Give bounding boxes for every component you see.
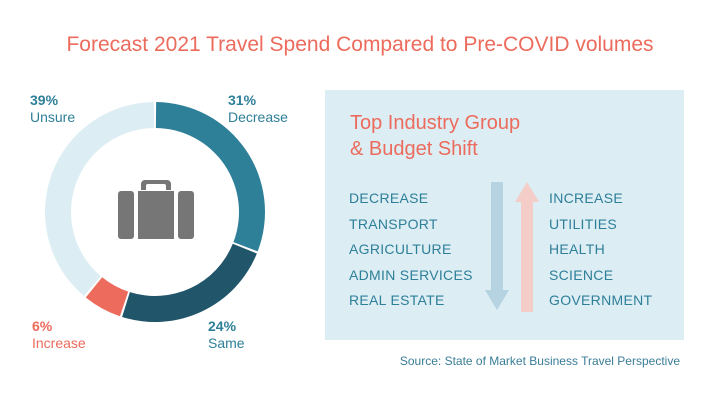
page-title: Forecast 2021 Travel Spend Compared to P… xyxy=(66,33,654,56)
source-note: Source: State of Market Business Travel … xyxy=(399,354,680,368)
increase-item: HEALTH xyxy=(549,241,605,257)
decrease-item: ADMIN SERVICES xyxy=(349,266,473,283)
label-same: 24% Same xyxy=(208,318,245,352)
decrease-item: DECREASE xyxy=(349,190,429,206)
increase-item: SCIENCE xyxy=(549,266,614,283)
label-increase: 6% Increase xyxy=(32,318,86,352)
label-decrease-name: Decrease xyxy=(228,109,288,125)
industry-panel: Top Industry Group & Budget Shift DECREA… xyxy=(325,90,684,340)
panel-title: Top Industry Group & Budget Shift xyxy=(350,110,520,162)
label-unsure-name: Unsure xyxy=(30,109,76,125)
briefcase-icon xyxy=(118,180,194,239)
donut-svg xyxy=(44,102,265,322)
slice-increase xyxy=(85,277,129,317)
decrease-item: REAL ESTATE xyxy=(349,292,445,308)
up-arrow-icon xyxy=(515,182,539,312)
slice-decrease xyxy=(155,102,265,252)
decrease-item: AGRICULTURE xyxy=(349,241,452,257)
donut-chart: 39% Unsure 31% Decrease 24% Same 6% Incr… xyxy=(0,0,320,400)
label-increase-pct: 6% xyxy=(32,318,53,334)
label-increase-name: Increase xyxy=(32,335,86,351)
label-same-name: Same xyxy=(208,335,245,351)
panel-title-line2: & Budget Shift xyxy=(350,138,478,160)
label-same-pct: 24% xyxy=(208,318,237,334)
panel-title-line1: Top Industry Group xyxy=(350,112,521,134)
label-decrease: 31% Decrease xyxy=(228,92,288,126)
label-unsure-pct: 39% xyxy=(30,92,59,108)
down-arrow-icon xyxy=(485,182,509,310)
label-unsure: 39% Unsure xyxy=(30,92,75,126)
increase-item: GOVERNMENT xyxy=(549,292,653,308)
increase-item: UTILITIES xyxy=(549,215,618,232)
arrows xyxy=(485,182,539,312)
increase-item: INCREASE xyxy=(549,190,623,206)
decrease-item: TRANSPORT xyxy=(349,215,438,232)
slice-same xyxy=(122,243,257,322)
increase-list: INCREASE UTILITIES HEALTH SCIENCE GOVERN… xyxy=(549,190,652,318)
decrease-list: DECREASE TRANSPORT AGRICULTURE ADMIN SER… xyxy=(349,190,473,318)
label-decrease-pct: 31% xyxy=(228,92,257,108)
slice-unsure xyxy=(44,102,155,297)
